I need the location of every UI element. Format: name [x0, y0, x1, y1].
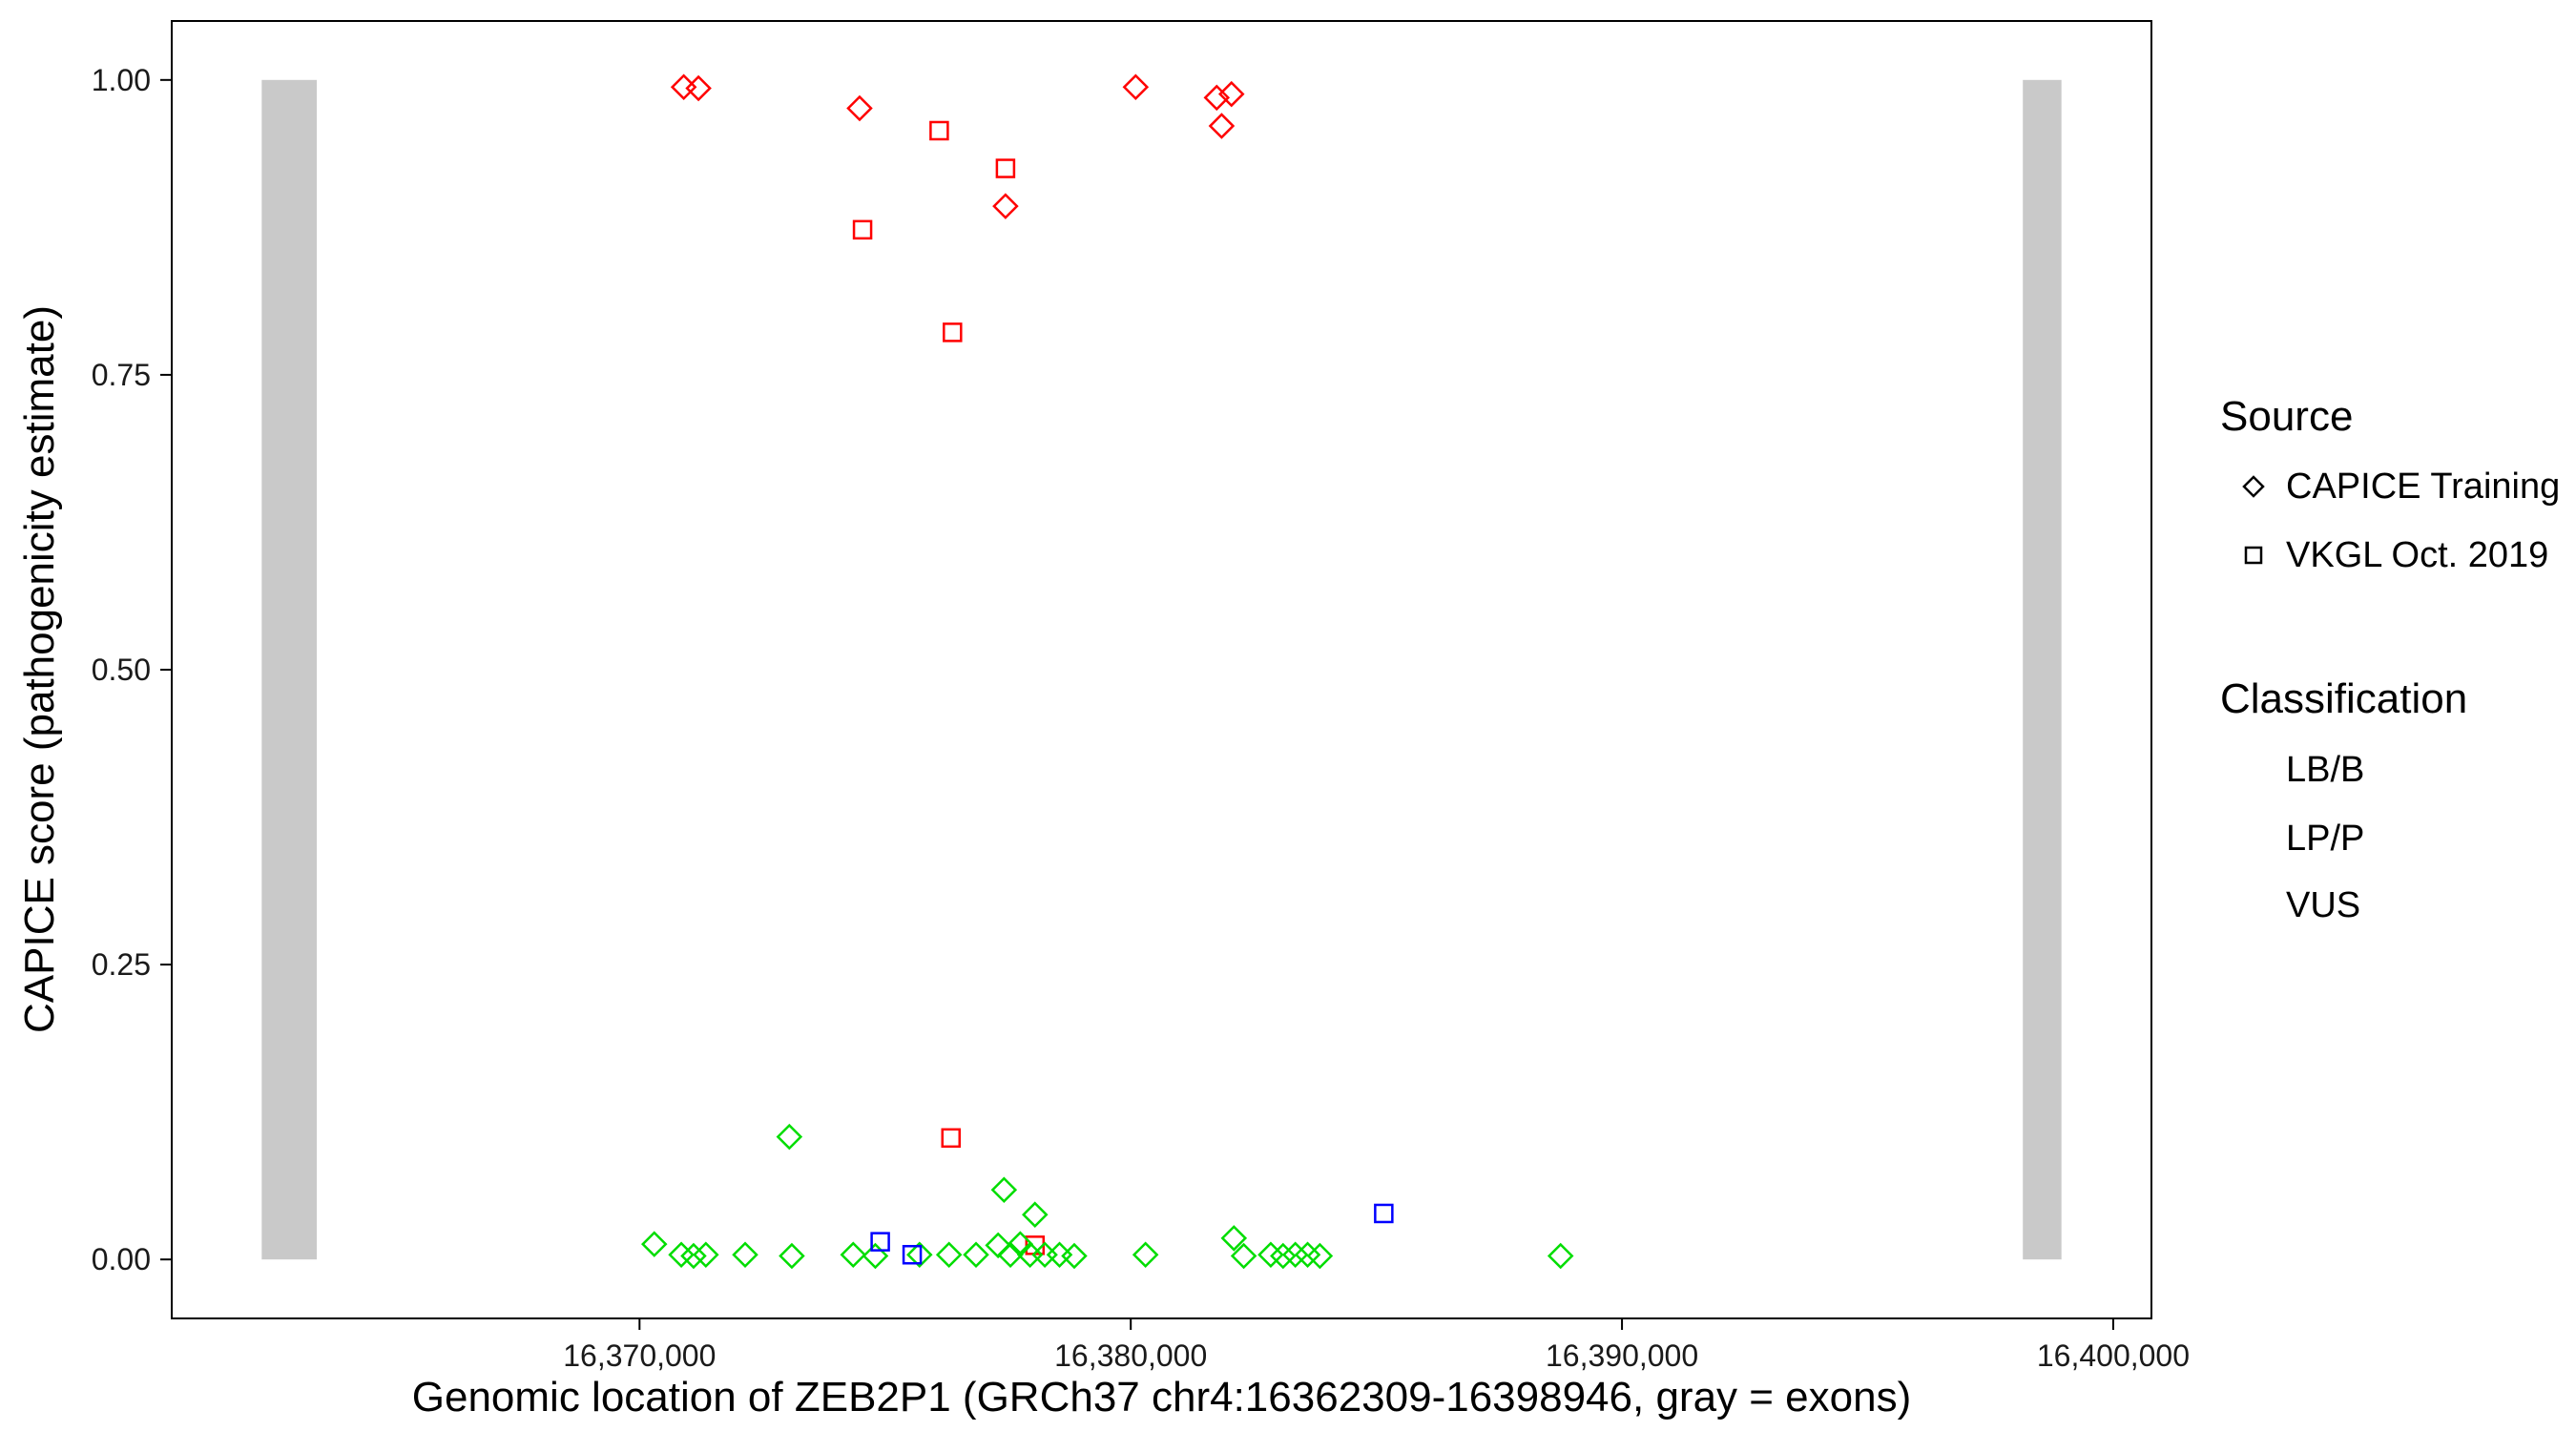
legend-item-lpp: LP/P — [2231, 816, 2364, 861]
legend-classification-title: Classification — [2220, 675, 2468, 722]
y-tick-label: 0.00 — [92, 1242, 151, 1276]
square-icon — [2244, 546, 2263, 565]
green-dot-icon — [2231, 747, 2276, 793]
data-point-diamond — [779, 1242, 805, 1270]
legend-item-lbb: LB/B — [2231, 747, 2364, 793]
legend-item-label: LB/B — [2286, 749, 2365, 790]
data-point-diamond — [1257, 1241, 1284, 1269]
legend-item-label: LP/P — [2286, 818, 2365, 859]
legend-item-capice-training: CAPICE Training — [2231, 464, 2560, 509]
y-tick-label: 1.00 — [92, 63, 151, 97]
y-axis-title: CAPICE score (pathogenicity estimate) — [16, 305, 63, 1034]
data-point-diamond — [1122, 73, 1150, 101]
y-tick-label: 0.75 — [92, 358, 151, 392]
data-point-diamond — [1203, 84, 1231, 112]
data-point-diamond — [670, 73, 697, 101]
legend-source-title: Source — [2220, 393, 2354, 440]
data-point-diamond — [840, 1241, 867, 1269]
legend-item-label: CAPICE Training — [2286, 466, 2561, 507]
data-point-diamond — [668, 1241, 695, 1269]
data-point-diamond — [732, 1241, 758, 1269]
data-point-diamond — [693, 1241, 719, 1269]
legend-item-vus: VUS — [2231, 882, 2360, 928]
data-point-square — [941, 1128, 961, 1149]
diamond-icon — [2242, 475, 2265, 498]
data-point-diamond — [1061, 1242, 1088, 1270]
data-point-diamond — [1281, 1241, 1309, 1269]
data-point-diamond — [985, 1232, 1011, 1259]
data-point-diamond — [992, 193, 1019, 219]
legend-item-label: VUS — [2286, 884, 2361, 925]
data-point-diamond — [640, 1231, 668, 1257]
x-tick-label: 16,370,000 — [563, 1338, 716, 1373]
data-point-diamond — [963, 1241, 989, 1269]
panel-border — [171, 20, 2152, 1319]
x-tick-label: 16,390,000 — [1546, 1338, 1698, 1373]
data-point-diamond — [1547, 1242, 1574, 1270]
data-point-square — [852, 219, 873, 240]
data-point-diamond — [776, 1123, 803, 1151]
x-tick-label: 16,400,000 — [2037, 1338, 2190, 1373]
data-point-diamond — [862, 1242, 889, 1270]
x-tick-label: 16,380,000 — [1054, 1338, 1207, 1373]
y-tick-label: 0.50 — [92, 653, 151, 687]
legend-item-vkgl: VKGL Oct. 2019 — [2231, 532, 2548, 578]
data-point-diamond — [1220, 1225, 1248, 1252]
blue-dot-icon — [2231, 882, 2276, 928]
legend-item-label: VKGL Oct. 2019 — [2286, 534, 2549, 575]
data-point-diamond — [1046, 1241, 1073, 1269]
data-point-square — [943, 322, 963, 342]
exon-bar — [2023, 79, 2062, 1260]
data-point-diamond — [685, 74, 712, 102]
data-point-diamond — [1208, 113, 1236, 139]
data-point-diamond — [1132, 1241, 1159, 1269]
data-point-diamond — [906, 1241, 933, 1269]
data-point-diamond — [846, 94, 873, 122]
data-point-square — [1374, 1203, 1394, 1224]
exon-bar — [261, 79, 318, 1260]
y-tick-label: 0.25 — [92, 947, 151, 982]
data-point-diamond — [997, 1241, 1024, 1269]
data-point-square — [870, 1232, 890, 1252]
data-point-square — [929, 120, 949, 141]
data-point-diamond — [1294, 1241, 1321, 1269]
data-point-diamond — [1270, 1242, 1297, 1270]
data-point-diamond — [1022, 1201, 1049, 1228]
data-point-diamond — [1306, 1242, 1334, 1270]
x-axis-title: Genomic location of ZEB2P1 (GRCh37 chr4:… — [411, 1374, 1912, 1421]
data-point-diamond — [1230, 1242, 1257, 1270]
data-point-square — [995, 158, 1016, 178]
data-point-square — [902, 1244, 923, 1265]
data-point-diamond — [990, 1176, 1018, 1204]
data-point-diamond — [1217, 80, 1245, 108]
data-point-diamond — [680, 1242, 707, 1270]
data-point-diamond — [935, 1241, 963, 1269]
red-dot-icon — [2231, 816, 2276, 861]
